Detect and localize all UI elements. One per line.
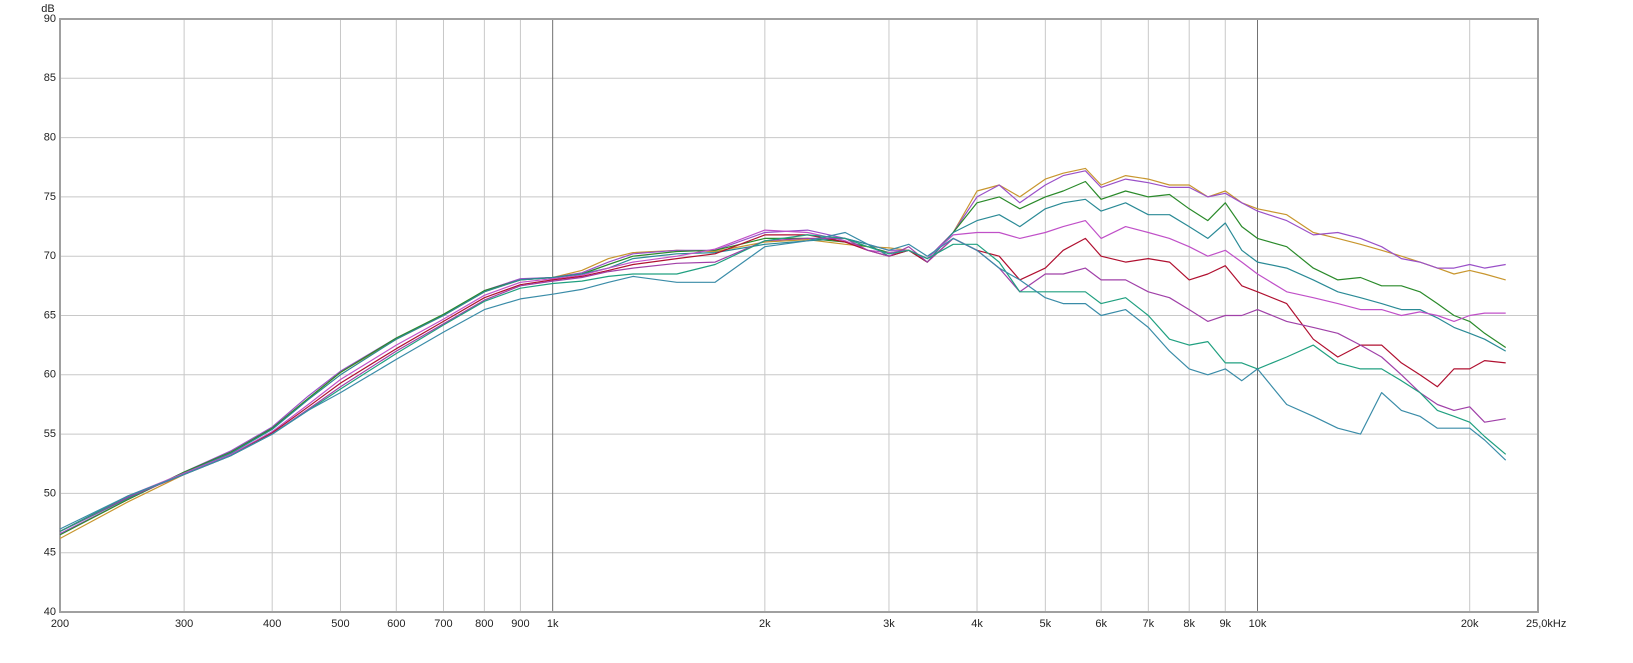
x-tick-label: 4k bbox=[971, 618, 983, 630]
y-tick-label: 80 bbox=[44, 132, 56, 144]
x-tick-label: 900 bbox=[511, 618, 529, 630]
x-tick-label: 3k bbox=[883, 618, 895, 630]
x-tick-label: 7k bbox=[1143, 618, 1155, 630]
y-axis-label: dB bbox=[41, 3, 54, 15]
plot-frame bbox=[59, 18, 1539, 613]
response-line bbox=[59, 231, 1507, 530]
x-tick-label: 600 bbox=[387, 618, 405, 630]
y-tick-label: 65 bbox=[44, 309, 56, 321]
x-tick-label: 9k bbox=[1219, 618, 1231, 630]
x-tick-label: 500 bbox=[331, 618, 349, 630]
y-tick-label: 50 bbox=[44, 487, 56, 499]
x-tick-label: 8k bbox=[1183, 618, 1195, 630]
y-tick-label: 75 bbox=[44, 191, 56, 203]
y-tick-label: 60 bbox=[44, 369, 56, 381]
x-tick-label: 25,0kHz bbox=[1526, 618, 1566, 630]
x-tick-label: 700 bbox=[434, 618, 452, 630]
x-tick-label: 1k bbox=[547, 618, 559, 630]
x-tick-label: 200 bbox=[51, 618, 69, 630]
response-line bbox=[59, 180, 1507, 536]
response-line bbox=[59, 234, 1507, 532]
x-tick-label: 6k bbox=[1095, 618, 1107, 630]
x-tick-label: 2k bbox=[759, 618, 771, 630]
y-tick-label: 40 bbox=[44, 606, 56, 618]
y-tick-label: 70 bbox=[44, 250, 56, 262]
x-tick-label: 20k bbox=[1461, 618, 1479, 630]
x-tick-label: 300 bbox=[175, 618, 193, 630]
x-tick-label: 5k bbox=[1040, 618, 1052, 630]
response-line bbox=[59, 198, 1506, 532]
x-tick-label: 800 bbox=[475, 618, 493, 630]
response-line bbox=[59, 220, 1506, 532]
x-tick-label: 400 bbox=[263, 618, 281, 630]
y-tick-label: 85 bbox=[44, 72, 56, 84]
y-tick-label: 90 bbox=[44, 13, 56, 25]
x-tick-label: 10k bbox=[1249, 618, 1267, 630]
y-tick-label: 55 bbox=[44, 428, 56, 440]
y-tick-label: 45 bbox=[44, 547, 56, 559]
